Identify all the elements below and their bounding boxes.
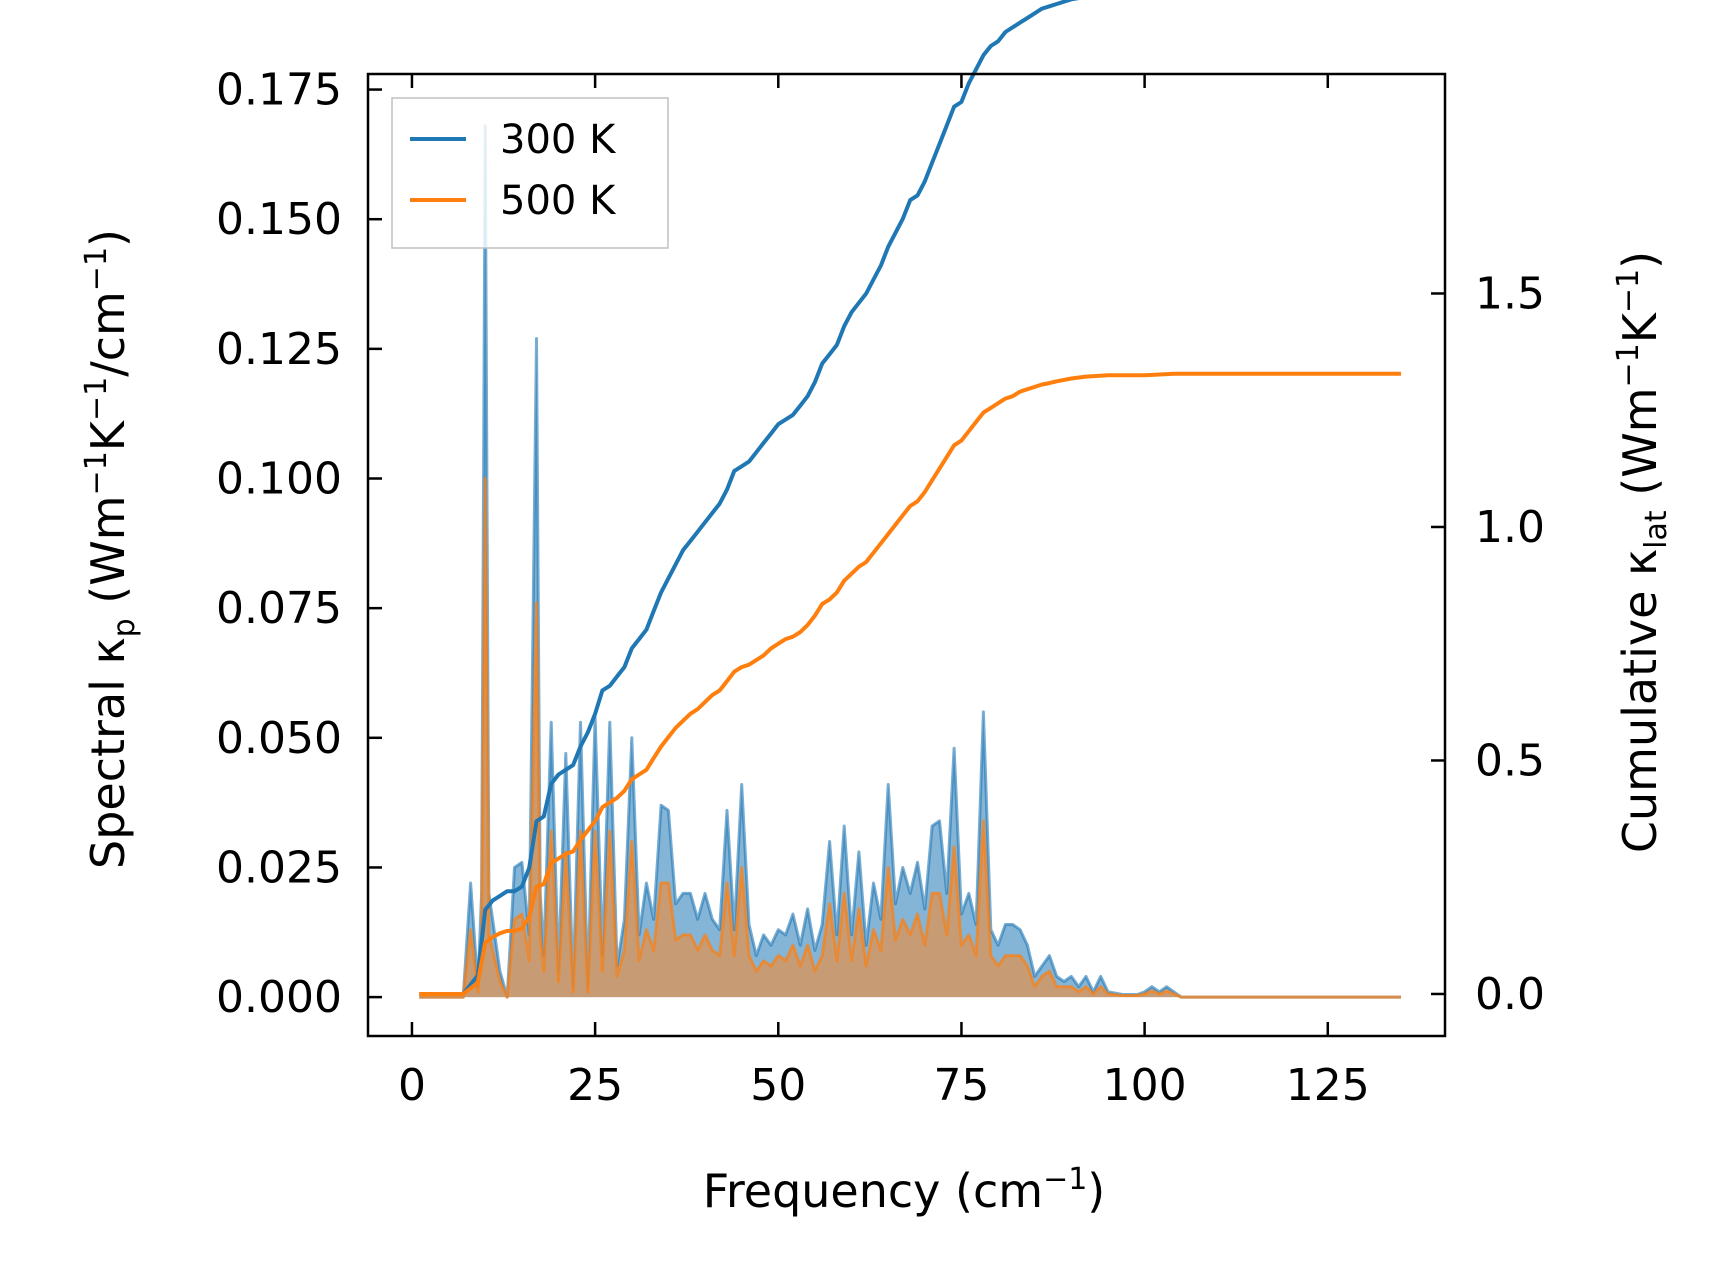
x-tick-label: 125 [1286,1060,1370,1111]
y-left-axis-title: Spectral κp (Wm−1K−1/cm−1) [79,229,142,869]
y-left-tick-label: 0.150 [216,194,342,245]
spectral-line-300K [419,124,1401,999]
spectral-line-500K [419,477,1401,999]
x-tick-label: 100 [1103,1060,1187,1111]
spectral-fill-500K [419,478,1401,998]
y-left-tick-label: 0.000 [216,972,342,1023]
y-left-tick-label: 0.100 [216,454,342,505]
y-left-tick-label: 0.025 [216,842,342,893]
axes-layer: 0 25 50 75 100 125 0.000 0.025 0.050 0.075 0.100 0.… [216,65,1545,1111]
x-tick-label: 25 [567,1060,623,1111]
y-right-tick-label: 1.0 [1475,502,1545,553]
legend-frame [391,97,669,249]
x-tick-label: 75 [933,1060,989,1111]
plot-frame [366,72,1447,1038]
y-left-tick-label: 0.050 [216,713,342,764]
legend: 300 K 500 K [391,97,669,249]
y-left-tick-label: 0.175 [216,65,342,116]
legend-label-500K: 500 K [500,178,617,224]
y-right-tick-label: 1.5 [1475,268,1545,319]
x-tick-label: 50 [750,1060,806,1111]
cumulative-line-500K [419,371,1401,996]
y-right-tick-label: 0.0 [1475,969,1545,1020]
x-tick-label: 0 [398,1060,426,1111]
legend-label-300K: 300 K [500,117,617,163]
y-right-axis-title: Cumulative κlat (Wm−1K−1) [1611,251,1674,853]
y-left-tick-label: 0.075 [216,583,342,634]
y-left-tick-label: 0.125 [216,324,342,375]
plot-area [419,0,1401,999]
y-right-tick-label: 0.5 [1475,735,1545,786]
cumulative-line-300K [419,0,1080,996]
x-axis-title: Frequency (cm−1) [703,1162,1106,1218]
spectral-fill-300K [419,125,1401,998]
